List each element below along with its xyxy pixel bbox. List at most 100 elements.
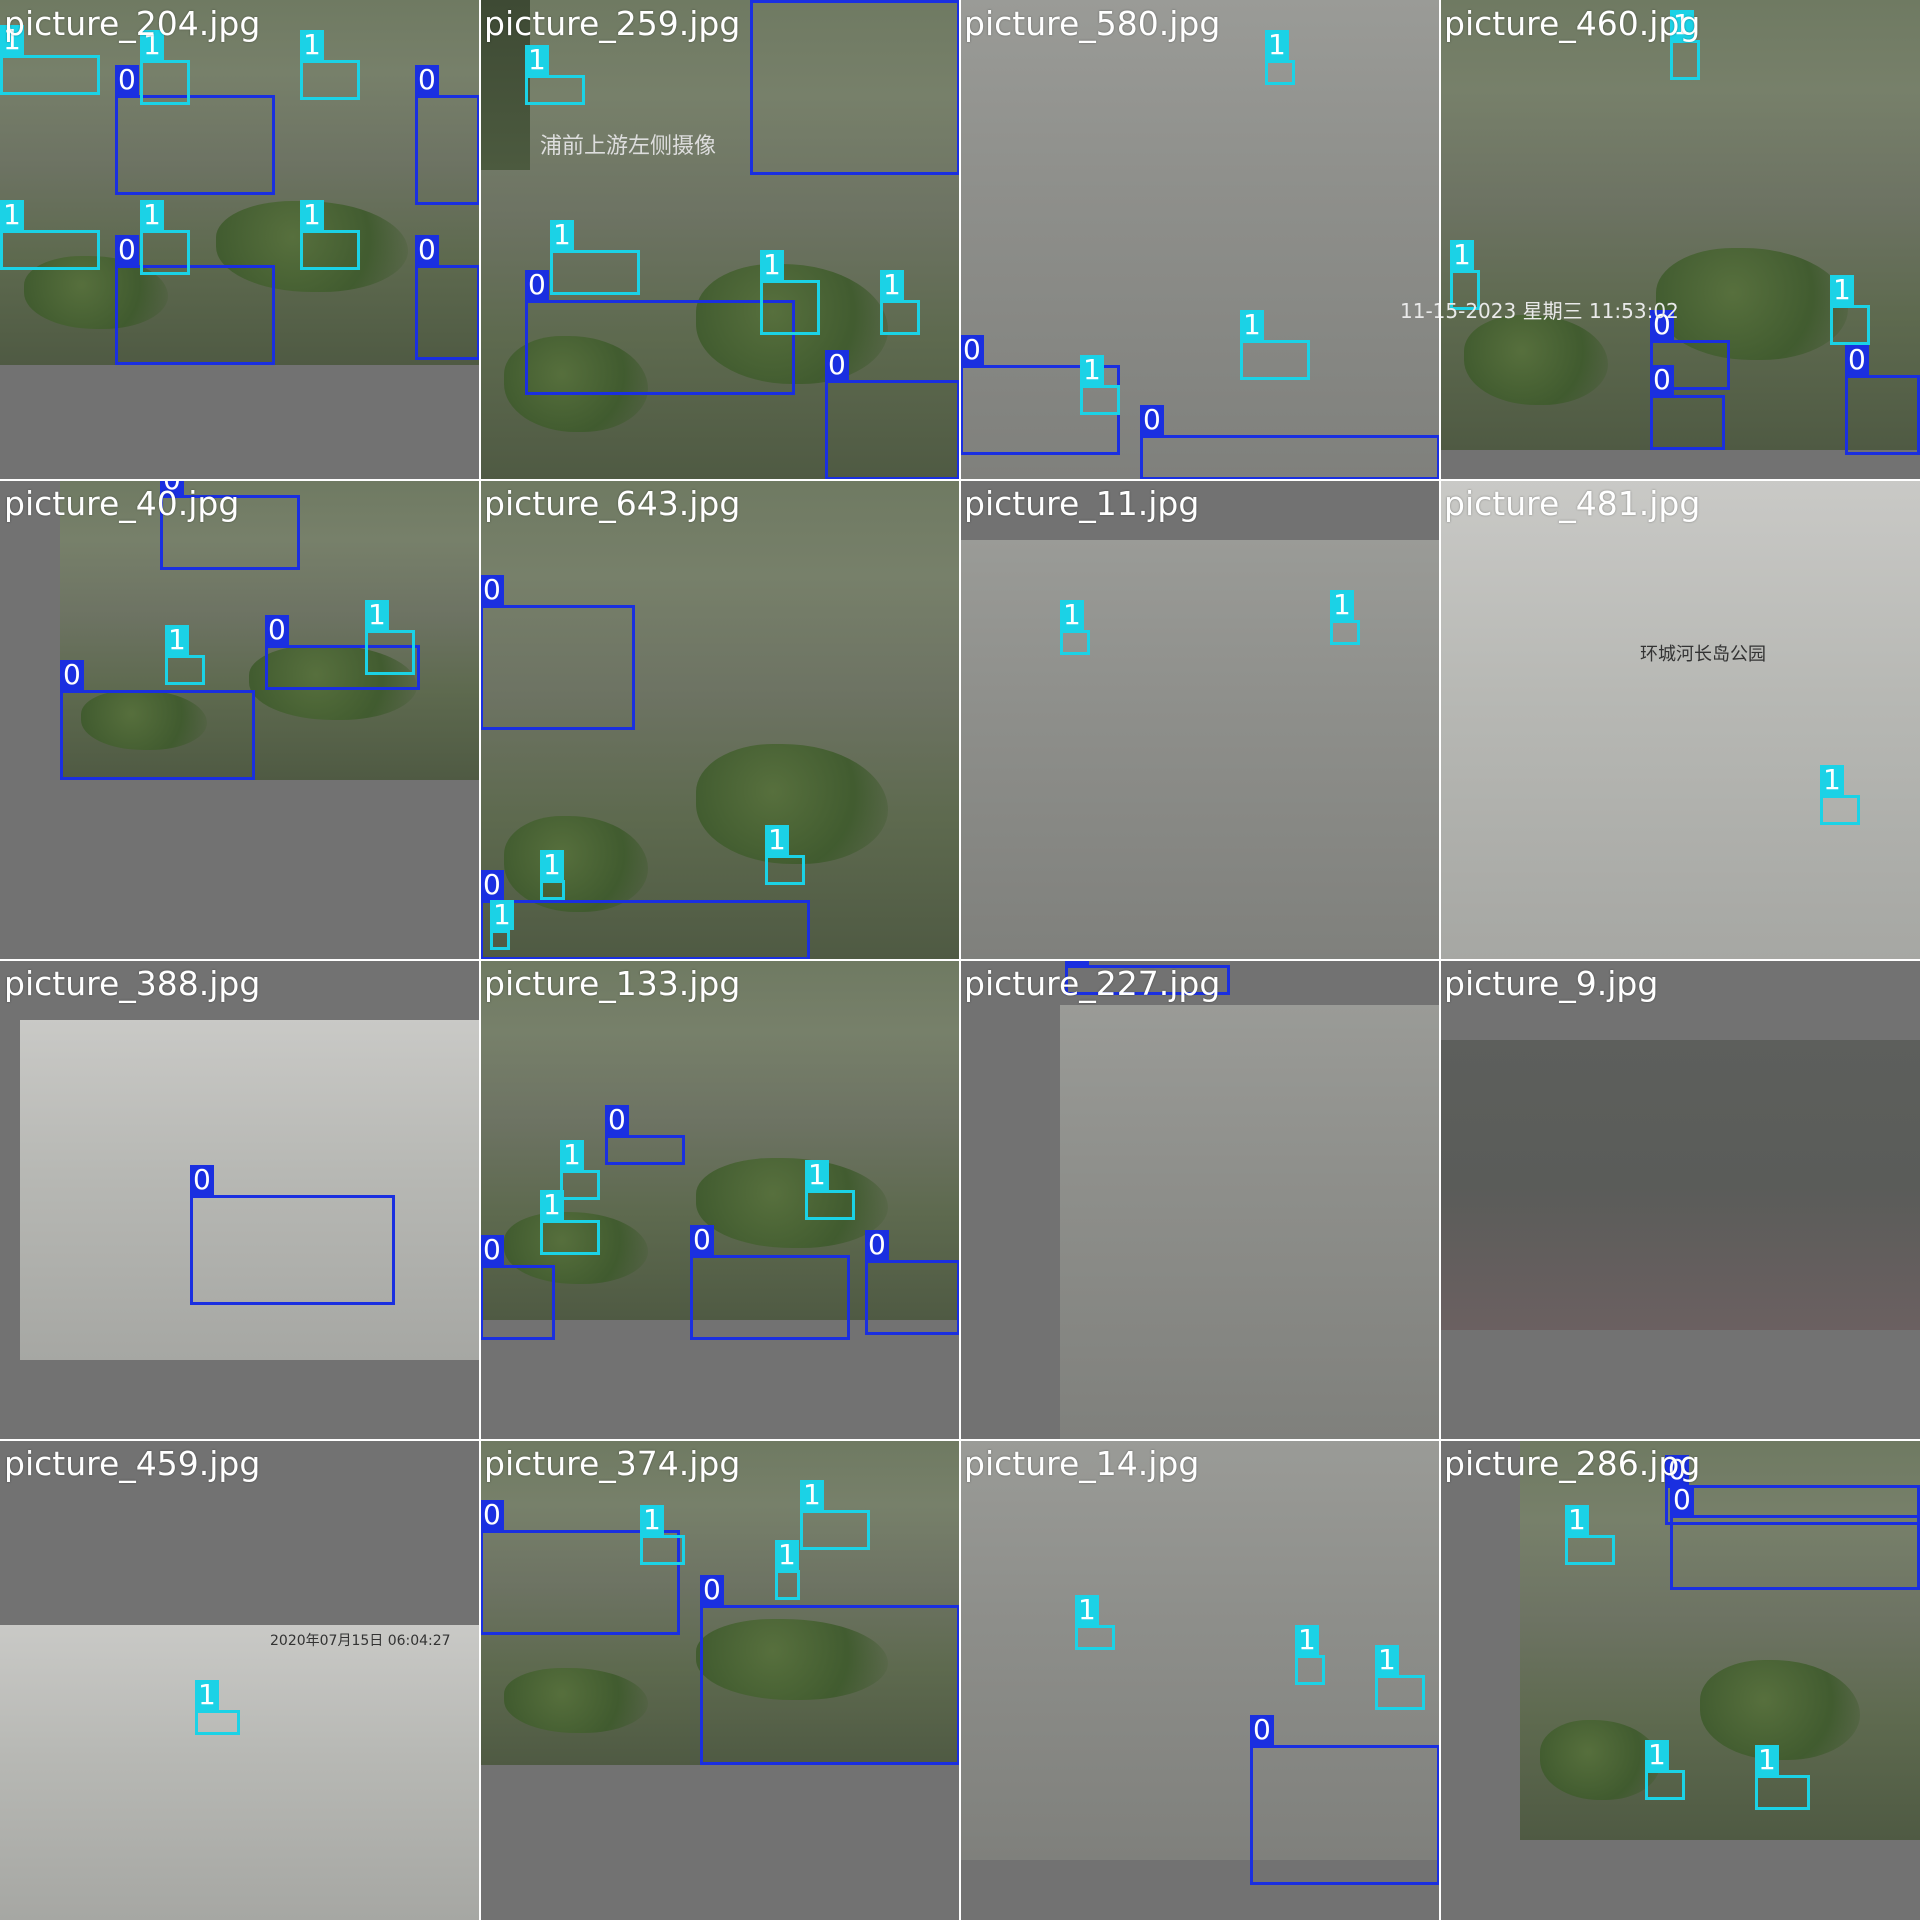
detection-box-class-1: 1 <box>0 200 100 270</box>
tile-filename-caption: picture_374.jpg <box>484 1444 741 1483</box>
detection-class-label: 0 <box>700 1575 724 1605</box>
detection-class-label: 1 <box>140 30 164 60</box>
mosaic-tile: 1 1 picture_11.jpg <box>960 480 1440 960</box>
detection-class-label: 1 <box>540 850 564 880</box>
detection-class-label: 1 <box>1755 1745 1779 1775</box>
mosaic-tile: 1 picture_459.jpg <box>0 1440 480 1920</box>
detection-box-class-0: 0 <box>690 1225 850 1340</box>
detection-class-label: 1 <box>1240 310 1264 340</box>
mosaic-tile: 0001111picture_259.jpg <box>480 0 960 480</box>
detection-class-label: 1 <box>1565 1505 1589 1535</box>
tile-filename-caption: picture_481.jpg <box>1444 484 1701 523</box>
detection-box-class-1: 1 <box>805 1160 855 1220</box>
photo-fragment <box>0 0 480 365</box>
detection-class-label: 0 <box>190 1165 214 1195</box>
detection-class-label: 0 <box>480 1500 504 1530</box>
detection-box-class-1: 1 <box>1375 1645 1425 1710</box>
detection-box-class-1: 1 <box>525 45 585 105</box>
detection-box-class-0: 0 <box>480 1235 555 1340</box>
detection-class-label: 0 <box>480 1235 504 1265</box>
photo-fragment <box>1440 0 1920 450</box>
detection-box-class-0: 0 <box>1065 960 1230 995</box>
mosaic-tile: 0 picture_388.jpg <box>0 960 480 1440</box>
detection-class-label: 0 <box>960 335 984 365</box>
detection-class-label: 1 <box>550 220 574 250</box>
detection-class-label: 1 <box>1645 1740 1669 1770</box>
detection-class-label: 0 <box>525 270 549 300</box>
detection-box-class-1: 1 <box>1330 590 1360 645</box>
detection-class-label: 1 <box>195 1680 219 1710</box>
detection-box-class-1: 1 <box>300 200 360 270</box>
detection-box-class-1: 1 <box>300 30 360 100</box>
detection-box-class-0: 0 <box>190 1165 395 1305</box>
detection-class-label: 0 <box>265 615 289 645</box>
photo-fragment <box>1440 1040 1920 1330</box>
photo-fragment <box>960 540 1440 960</box>
tile-filename-caption: picture_204.jpg <box>4 4 261 43</box>
tile-filename-caption: picture_227.jpg <box>964 964 1221 1003</box>
detection-class-label: 1 <box>1060 600 1084 630</box>
detection-box-class-1: 1 <box>1755 1745 1810 1810</box>
tile-filename-caption: picture_259.jpg <box>484 4 741 43</box>
vegetation-patch <box>696 1158 888 1248</box>
detection-class-label: 1 <box>640 1505 664 1535</box>
detection-class-label: 1 <box>1450 240 1474 270</box>
vegetation-patch <box>1464 315 1608 405</box>
detection-class-label: 0 <box>480 575 504 605</box>
detection-class-label: 1 <box>1295 1625 1319 1655</box>
detection-box-class-0: 0 <box>1140 405 1440 480</box>
detection-box-class-1: 1 <box>1295 1625 1325 1685</box>
tile-filename-caption: picture_388.jpg <box>4 964 261 1003</box>
detection-class-label: 1 <box>365 600 389 630</box>
detection-class-label: 1 <box>760 250 784 280</box>
vegetation-patch <box>504 816 648 912</box>
detection-class-label: 1 <box>775 1540 799 1570</box>
detection-class-label: 1 <box>1075 1595 1099 1625</box>
detection-box-class-0: 0 <box>415 235 480 360</box>
vegetation-patch <box>249 645 417 720</box>
detection-box-class-0: 0 <box>700 1575 960 1765</box>
detection-class-label: 0 <box>605 1105 629 1135</box>
detection-box-class-0: 0 <box>1845 345 1920 455</box>
detection-box-class-0: 0 <box>865 1230 960 1335</box>
detection-box-class-0: 0 <box>480 575 635 730</box>
tile-filename-caption: picture_459.jpg <box>4 1444 261 1483</box>
detection-box-class-0: 0 <box>115 235 275 365</box>
photo-fragment <box>0 1625 480 1920</box>
tile-filename-caption: picture_286.jpg <box>1444 1444 1701 1483</box>
detection-class-label: 0 <box>480 870 504 900</box>
detection-box-class-1: 1 <box>1670 10 1700 80</box>
detection-box-class-1: 1 <box>1450 240 1480 310</box>
mosaic-tile: 0 0 0 1 1 1 picture_460.jpg <box>1440 0 1920 480</box>
detection-class-label: 0 <box>415 235 439 265</box>
vegetation-patch <box>1540 1720 1660 1800</box>
detection-box-class-0: 0 <box>1250 1715 1440 1885</box>
detection-class-label: 0 <box>60 660 84 690</box>
detection-class-label: 0 <box>1250 1715 1274 1745</box>
detection-box-class-0: 0 <box>1665 1455 1920 1525</box>
detection-class-label: 1 <box>1820 765 1844 795</box>
detection-class-label: 0 <box>1065 960 1089 965</box>
detection-box-class-1: 1 <box>1820 765 1860 825</box>
detection-box-class-0: 0 <box>750 0 960 175</box>
detection-box-class-1: 1 <box>760 250 820 335</box>
detection-class-label: 0 <box>115 65 139 95</box>
mosaic-tile: picture_9.jpg <box>1440 960 1920 1440</box>
tile-filename-caption: picture_11.jpg <box>964 484 1200 523</box>
detection-box-class-1: 1 <box>1080 355 1120 415</box>
detection-box-class-1: 1 <box>880 270 920 335</box>
vegetation-patch <box>504 1212 648 1284</box>
mosaic-tile: 0 0 1 1 1 picture_286.jpg <box>1440 1440 1920 1920</box>
mosaic-tile: 0 0 0 1 1 picture_40.jpg <box>0 480 480 960</box>
detection-box-class-1: 1 <box>560 1140 600 1200</box>
camera-overlay-text: 浦前上游左侧摄像 <box>540 134 717 159</box>
detection-class-label: 1 <box>0 200 24 230</box>
detection-class-label: 0 <box>115 235 139 265</box>
detection-class-label: 1 <box>1330 590 1354 620</box>
detection-class-label: 1 <box>300 200 324 230</box>
detection-class-label: 1 <box>765 825 789 855</box>
detection-box-class-0: 0 <box>480 1500 680 1635</box>
detection-class-label: 1 <box>300 30 324 60</box>
detection-class-label: 1 <box>800 1480 824 1510</box>
